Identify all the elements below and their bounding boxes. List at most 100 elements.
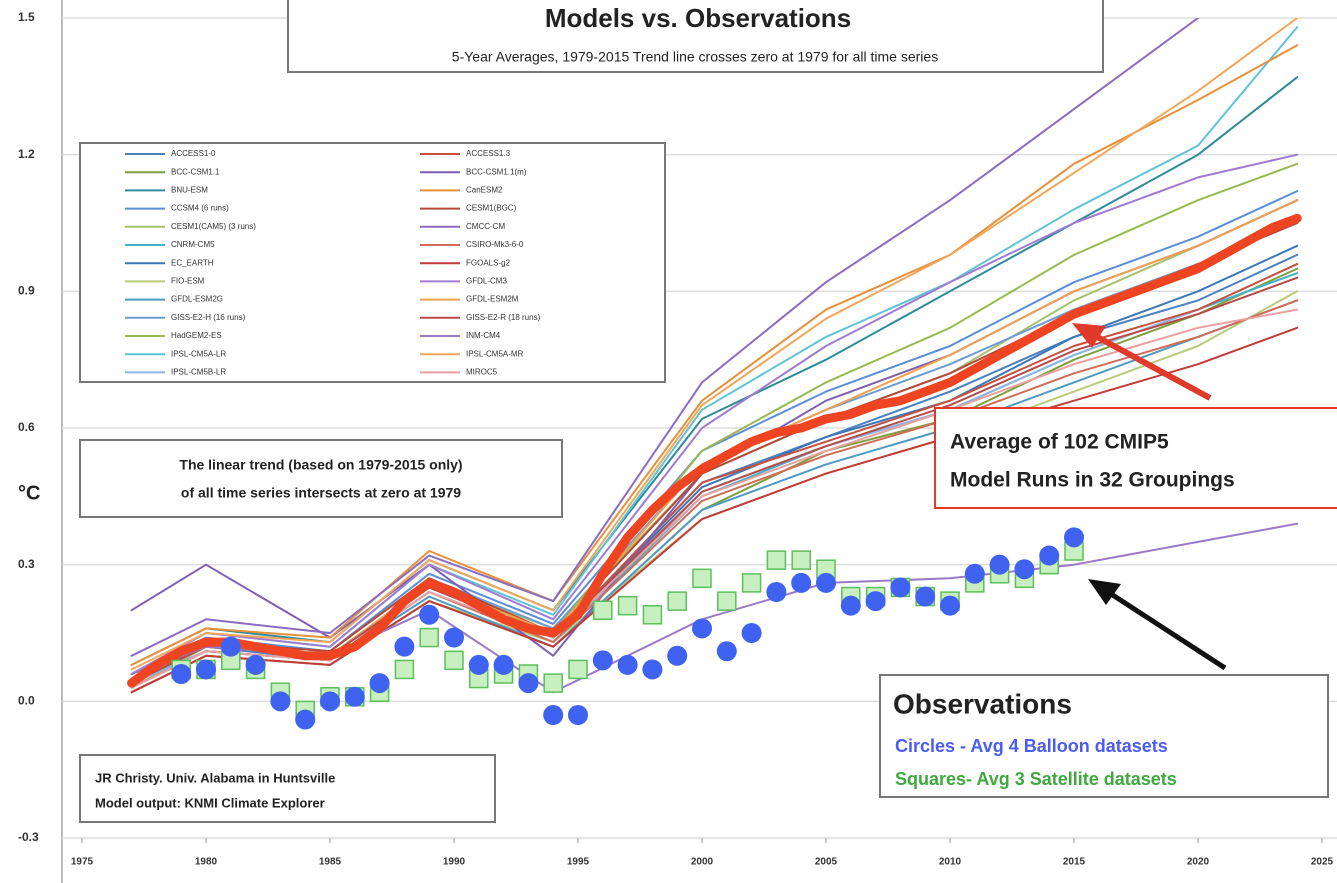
balloon-marker	[940, 595, 960, 616]
legend-label: INM-CM4	[466, 331, 501, 340]
legend-label: GISS-E2-H (16 runs)	[171, 313, 246, 322]
satellite-marker	[419, 627, 439, 648]
balloon-marker	[890, 577, 911, 598]
balloon-marker	[369, 673, 390, 694]
satellite-marker	[394, 659, 415, 680]
balloon-marker	[692, 618, 712, 639]
satellite-marker	[642, 605, 663, 625]
legend-label: CESM1(BGC)	[466, 204, 517, 213]
balloon-marker	[766, 582, 787, 602]
satellite-marker	[543, 673, 563, 693]
legend-label: FGOALS-g2	[466, 258, 511, 267]
balloon-marker	[1039, 545, 1060, 566]
legend-label: EC_EARTH	[171, 258, 214, 267]
balloon-marker	[716, 641, 737, 662]
satellite-marker	[766, 550, 787, 570]
satellite-marker	[593, 600, 613, 620]
balloon-marker	[493, 654, 514, 675]
x-tick-label: 1990	[443, 857, 466, 868]
balloon-marker	[816, 572, 836, 593]
annotation: Model Runs in 32 Groupings	[950, 469, 1235, 492]
annotation: Model output: KNMI Climate Explorer	[95, 795, 325, 810]
trend-box	[79, 439, 563, 518]
legend-label: CanESM2	[466, 186, 503, 195]
model-line	[130, 18, 1200, 657]
balloon-marker	[171, 664, 192, 684]
legend-label: BCC-CSM1.1(m)	[466, 167, 527, 176]
satellite-marker	[444, 650, 464, 671]
model-line	[130, 18, 1299, 671]
annotation: Squares- Avg 3 Satellite datasets	[895, 769, 1177, 789]
legend-label: ACCESS1-0	[171, 149, 216, 158]
annotation: of all time series intersects at zero at…	[181, 485, 461, 501]
annotation: Circles - Avg 4 Balloon datasets	[895, 736, 1168, 756]
satellite-marker	[667, 591, 687, 611]
balloon-marker	[617, 654, 638, 675]
model-line	[130, 326, 1299, 694]
y-tick-label: 0.3	[18, 557, 35, 571]
x-tick-label: 2025	[1311, 857, 1334, 868]
legend-label: GISS-E2-R (18 runs)	[466, 313, 541, 322]
x-tick-label: 2005	[815, 857, 838, 868]
balloon-marker	[1064, 527, 1084, 548]
legend-label: ACCESS1.3	[466, 149, 511, 158]
x-tick-label: 1985	[319, 857, 342, 868]
balloon-marker	[642, 659, 663, 680]
balloon-marker	[543, 705, 564, 725]
credit-box	[79, 754, 496, 823]
x-tick-label: 2010	[939, 857, 962, 868]
model-line	[130, 76, 1299, 666]
x-tick-label: 2015	[1063, 857, 1086, 868]
y-tick-label: 0.0	[18, 694, 35, 708]
x-tick-label: 2020	[1187, 857, 1210, 868]
y-tick-label: 1.2	[18, 147, 35, 161]
balloon-marker	[865, 591, 886, 612]
annotation: Observations	[893, 688, 1072, 719]
annotation: The linear trend (based on 1979-2015 onl…	[179, 457, 462, 473]
satellite-marker	[568, 659, 588, 680]
legend-label: MIROC5	[466, 368, 498, 377]
model-line	[130, 44, 1299, 666]
balloon-marker	[320, 691, 340, 712]
balloon-marker	[196, 659, 216, 680]
legend-label: IPSL-CM5A-LR	[171, 349, 226, 358]
legend	[79, 142, 666, 383]
balloon-marker	[915, 586, 936, 607]
y-tick-label: -0.3	[18, 830, 39, 844]
satellite-marker	[741, 573, 762, 593]
balloon-marker	[1014, 559, 1035, 580]
plot-area	[127, 18, 1302, 730]
average-line	[127, 213, 1302, 688]
y-axis-label: °C	[18, 482, 40, 504]
balloon-marker	[444, 627, 464, 648]
legend-label: BCC-CSM1.1	[171, 167, 220, 176]
x-tick-label: 1975	[71, 857, 94, 868]
satellite-marker	[692, 568, 712, 589]
average-box	[934, 407, 1337, 509]
chart-subtitle: 5-Year Averages, 1979-2015 Trend line cr…	[452, 49, 938, 65]
legend-label: FIO-ESM	[171, 277, 205, 286]
legend-label: GFDL-ESM2M	[466, 295, 519, 304]
legend-label: GFDL-ESM2G	[171, 295, 223, 304]
balloon-marker	[245, 654, 266, 675]
x-tick-label: 1980	[195, 857, 218, 868]
satellite-marker	[791, 550, 811, 570]
legend-label: BNU-ESM	[171, 186, 208, 195]
annotation: JR Christy. Univ. Alabama in Huntsville	[95, 770, 335, 785]
x-tick-label: 1995	[567, 857, 590, 868]
red-arrow	[1072, 323, 1212, 401]
balloon-marker	[667, 645, 688, 666]
balloon-marker	[840, 595, 861, 616]
legend-label: CESM1(CAM5) (3 runs)	[171, 222, 256, 231]
balloon-marker	[518, 673, 539, 694]
balloon-marker	[295, 709, 316, 730]
title-box	[287, 0, 1104, 73]
balloon-marker	[270, 691, 291, 712]
balloon-marker	[468, 654, 489, 675]
y-tick-label: 0.6	[18, 420, 35, 434]
legend-label: IPSL-CM5B-LR	[171, 368, 226, 377]
balloon-marker	[989, 554, 1010, 575]
balloon-marker	[394, 636, 415, 657]
satellite-marker	[617, 595, 638, 616]
chart-title: Models vs. Observations	[545, 3, 851, 33]
